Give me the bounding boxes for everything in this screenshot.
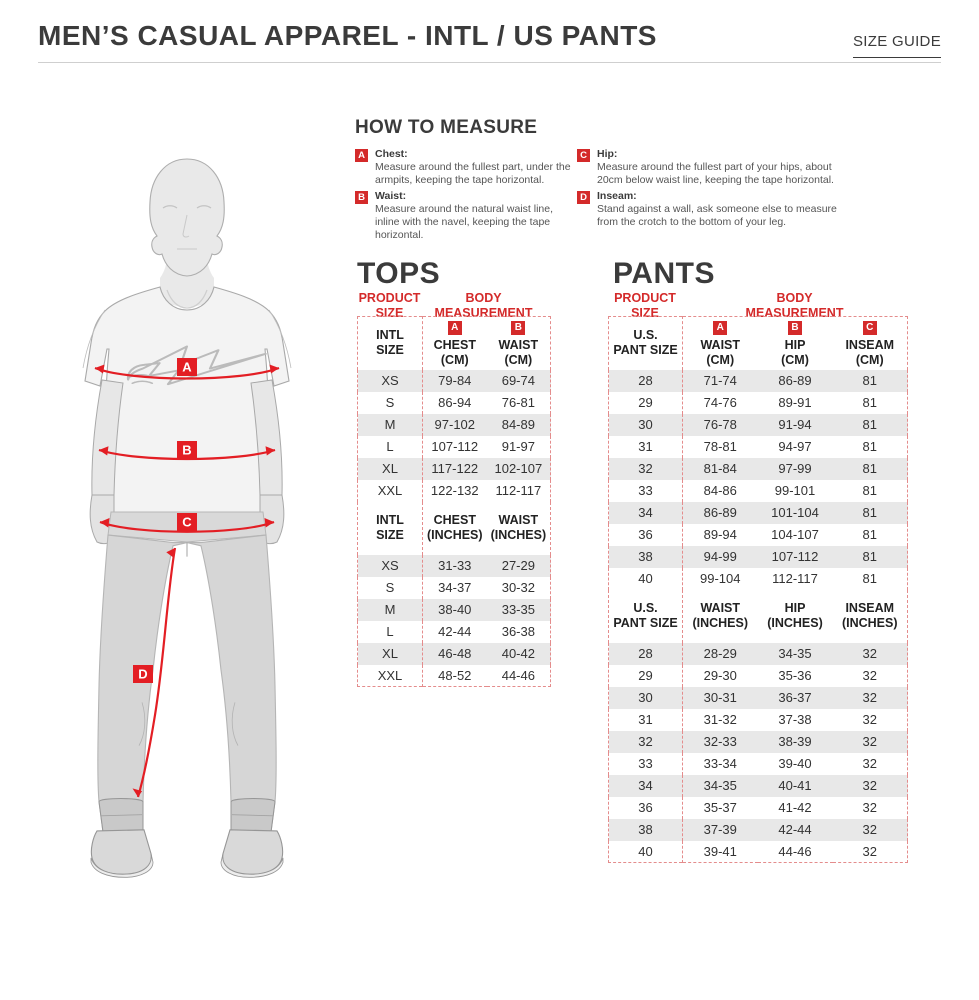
svg-text:C: C (182, 515, 192, 530)
svg-text:A: A (182, 360, 192, 375)
svg-text:D: D (138, 667, 147, 682)
svg-text:B: B (182, 443, 191, 458)
